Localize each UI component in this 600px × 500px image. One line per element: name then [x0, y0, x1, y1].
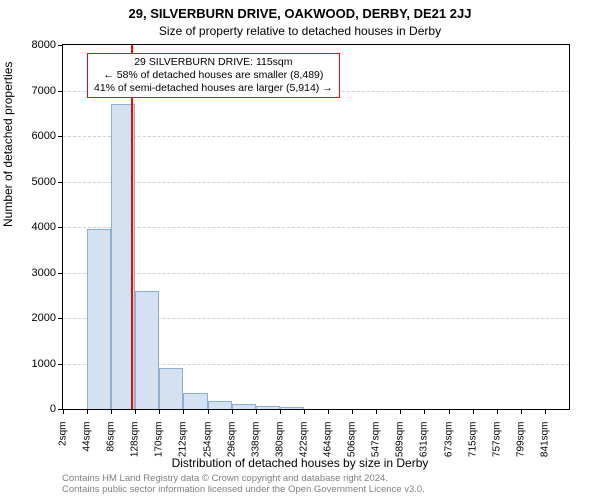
annotation-line1: 29 SILVERBURN DRIVE: 115sqm: [94, 56, 333, 69]
xtick-mark: [87, 409, 88, 414]
xtick-mark: [328, 409, 329, 414]
plot-area: 29 SILVERBURN DRIVE: 115sqm← 58% of deta…: [62, 44, 570, 410]
histogram-bar: [159, 368, 183, 409]
xtick-mark: [497, 409, 498, 414]
xtick-mark: [135, 409, 136, 414]
histogram-bar: [280, 407, 304, 409]
histogram-bar: [183, 393, 207, 409]
xtick-mark: [376, 409, 377, 414]
histogram-bar: [87, 229, 111, 409]
xtick-mark: [400, 409, 401, 414]
xtick-mark: [304, 409, 305, 414]
gridline: [63, 227, 569, 228]
gridline: [63, 273, 569, 274]
ytick-mark: [58, 318, 63, 319]
footer-attribution: Contains HM Land Registry data © Crown c…: [62, 474, 425, 496]
xtick-mark: [545, 409, 546, 414]
ytick-mark: [58, 45, 63, 46]
ytick-label: 0: [6, 403, 56, 415]
chart-container: 29, SILVERBURN DRIVE, OAKWOOD, DERBY, DE…: [0, 0, 600, 500]
gridline: [63, 136, 569, 137]
annotation-line2: ← 58% of detached houses are smaller (8,…: [94, 69, 333, 82]
ytick-mark: [58, 136, 63, 137]
ytick-label: 4000: [6, 221, 56, 233]
xtick-mark: [183, 409, 184, 414]
xtick-mark: [232, 409, 233, 414]
ytick-label: 1000: [6, 358, 56, 370]
ytick-label: 6000: [6, 130, 56, 142]
xtick-mark: [159, 409, 160, 414]
chart-title-sub: Size of property relative to detached ho…: [0, 24, 600, 38]
xtick-mark: [256, 409, 257, 414]
ytick-label: 3000: [6, 267, 56, 279]
chart-title-main: 29, SILVERBURN DRIVE, OAKWOOD, DERBY, DE…: [0, 6, 600, 21]
ytick-mark: [58, 364, 63, 365]
histogram-bar: [208, 401, 232, 409]
ytick-mark: [58, 227, 63, 228]
histogram-bar: [232, 404, 256, 409]
ytick-label: 2000: [6, 312, 56, 324]
xtick-mark: [473, 409, 474, 414]
xtick-mark: [352, 409, 353, 414]
gridline: [63, 182, 569, 183]
x-axis-label: Distribution of detached houses by size …: [0, 456, 600, 470]
xtick-mark: [521, 409, 522, 414]
histogram-bar: [135, 291, 159, 409]
marker-line: [131, 45, 133, 409]
xtick-mark: [111, 409, 112, 414]
xtick-mark: [449, 409, 450, 414]
xtick-mark: [208, 409, 209, 414]
ytick-label: 7000: [6, 85, 56, 97]
ytick-mark: [58, 182, 63, 183]
annotation-box: 29 SILVERBURN DRIVE: 115sqm← 58% of deta…: [87, 53, 340, 98]
histogram-bar: [256, 406, 280, 409]
ytick-label: 8000: [6, 39, 56, 51]
ytick-mark: [58, 273, 63, 274]
xtick-mark: [63, 409, 64, 414]
xtick-mark: [280, 409, 281, 414]
annotation-line3: 41% of semi-detached houses are larger (…: [94, 82, 333, 95]
ytick-mark: [58, 91, 63, 92]
xtick-mark: [424, 409, 425, 414]
footer-line-2: Contains public sector information licen…: [62, 485, 425, 496]
ytick-label: 5000: [6, 176, 56, 188]
